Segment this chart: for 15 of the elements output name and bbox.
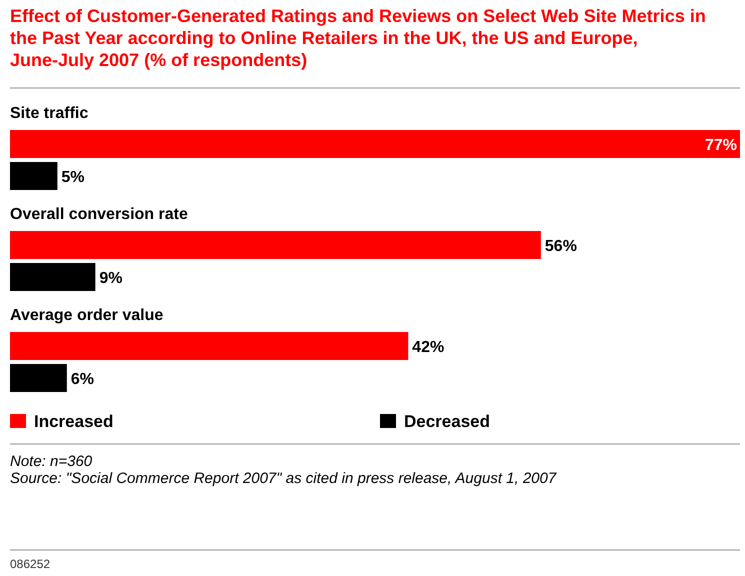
data-label: 42%: [412, 339, 444, 356]
y-tick-label: Average order value: [10, 307, 164, 324]
source-note: Source: "Social Commerce Report 2007" as cited in press release, August 1, 2007: [10, 470, 557, 487]
data-label: 77%: [704, 137, 737, 154]
text: Note: n=360: [10, 453, 93, 470]
chart-title: Effect of Customer-Generated Ratings and Reviews on Select Web Site Metrics in the Past Year according to Online Retailers in the UK, the US and Europe, June-July 2007 (% of respondents): [10, 6, 706, 70]
y-tick-label: Overall conversion rate: [10, 206, 188, 223]
text: 086252: [10, 557, 50, 571]
data-label: 5%: [61, 169, 85, 186]
legend-label: Decreased: [404, 412, 490, 431]
data-label: 9%: [99, 270, 122, 287]
data-label: 56%: [544, 238, 577, 255]
data-label: 6%: [70, 371, 94, 388]
y-tick-label: Site traffic: [10, 105, 88, 122]
legend-label: Increased: [34, 412, 114, 431]
